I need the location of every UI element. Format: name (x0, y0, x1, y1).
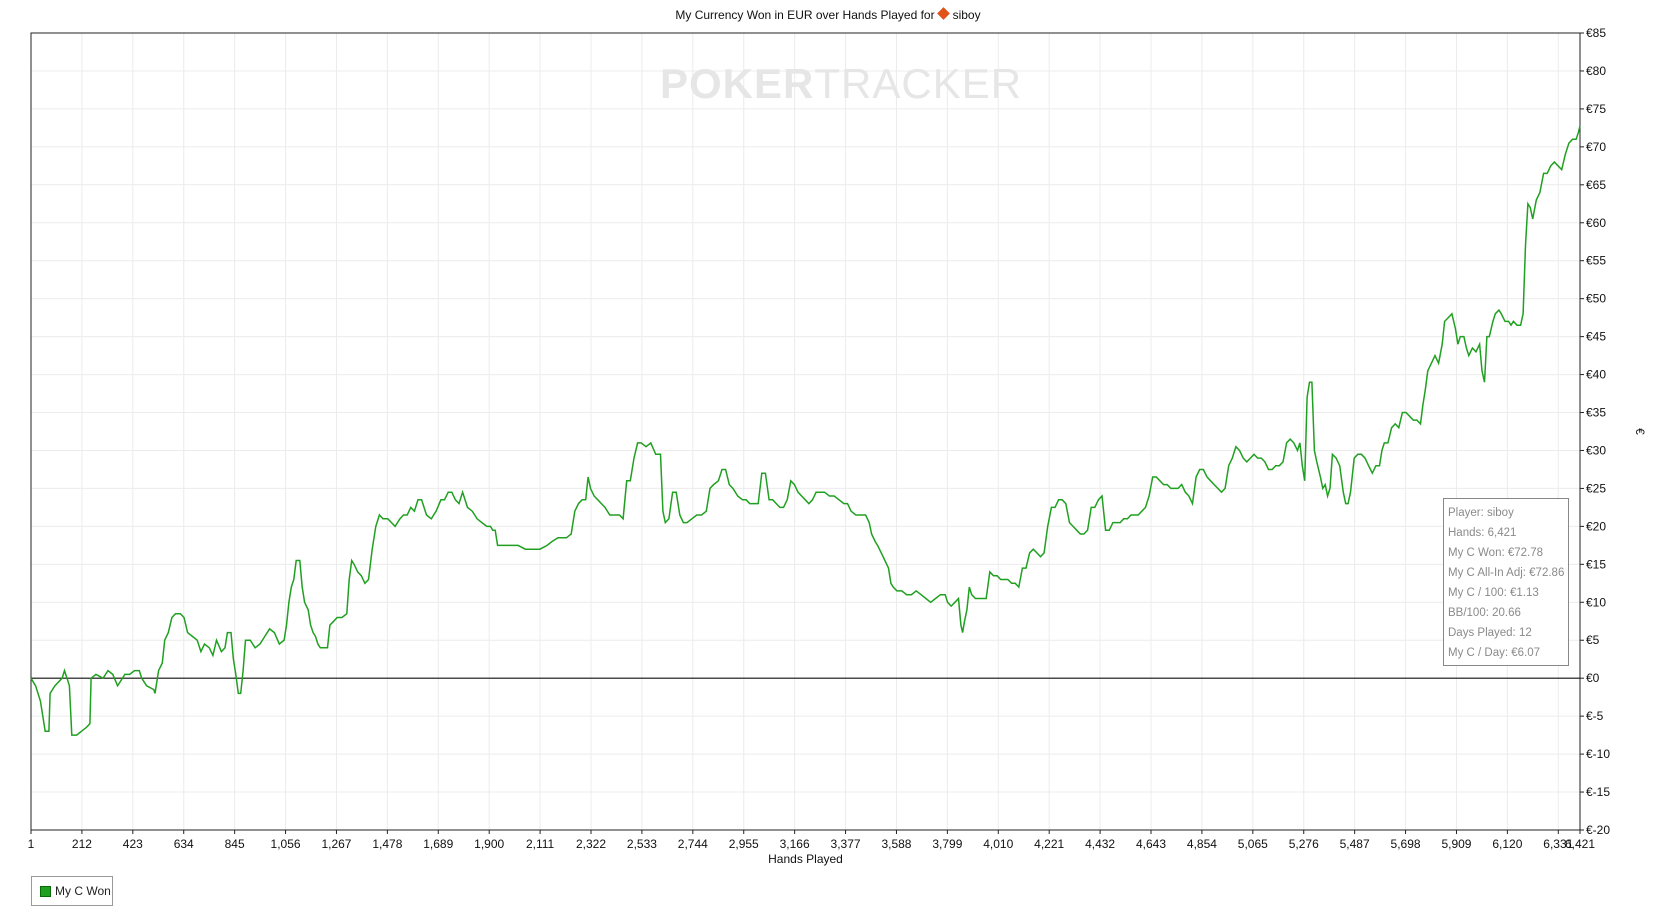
x-tick-label: 2,744 (678, 837, 708, 851)
x-tick-label: 3,166 (780, 837, 810, 851)
y-tick-label: €85 (1586, 26, 1606, 40)
y-tick-label: €-5 (1586, 709, 1604, 723)
x-tick-label: 2,533 (627, 837, 657, 851)
y-tick-label: €-10 (1586, 747, 1610, 761)
y-tick-label: €35 (1586, 406, 1606, 420)
x-tick-label: 4,221 (1034, 837, 1064, 851)
y-tick-label: €5 (1586, 633, 1600, 647)
stats-tooltip: Player: siboy Hands: 6,421 My C Won: €72… (1443, 498, 1569, 666)
x-tick-label: 212 (72, 837, 92, 851)
x-tick-label: 1,900 (474, 837, 504, 851)
x-tick-label: 1,478 (372, 837, 402, 851)
plot-frame (30, 32, 1581, 831)
stats-days-played: Days Played: 12 (1448, 627, 1532, 639)
y-tick-label: €15 (1586, 557, 1606, 571)
x-tick-label: 6,120 (1492, 837, 1522, 851)
y-tick-label: €75 (1586, 102, 1606, 116)
y-tick-label: €0 (1586, 671, 1600, 685)
legend-label-my-c-won: My C Won (55, 884, 111, 898)
stats-hands: Hands: 6,421 (1448, 527, 1517, 539)
x-axis-ticks: 1 212 423 634 845 1,056 1,267 1,478 1,689 1,900 2,… (28, 830, 1595, 851)
y-tick-label: €-20 (1586, 823, 1610, 837)
y-tick-label: €45 (1586, 330, 1606, 344)
stats-per-day: My C / Day: €6.07 (1448, 647, 1541, 659)
x-tick-label: 5,487 (1340, 837, 1370, 851)
y-tick-label: €40 (1586, 368, 1606, 382)
x-tick-label: 1,689 (423, 837, 453, 851)
x-tick-label: 6,421 (1565, 837, 1595, 851)
pokertracker-watermark: POKERTRACKER (660, 60, 1022, 108)
x-tick-label: 5,909 (1441, 837, 1471, 851)
x-tick-label: 2,111 (526, 837, 555, 851)
y-axis-ticks: €-20 €-15 €-10 €-5 €0 €5 €10 €15 €20 €25 €30 €35 €40… (1580, 26, 1610, 837)
y-tick-label: €10 (1586, 595, 1606, 609)
x-tick-label: 5,276 (1289, 837, 1319, 851)
y-tick-label: €55 (1586, 254, 1606, 268)
y-axis-label: € (1633, 428, 1647, 435)
x-tick-label: 3,377 (831, 837, 861, 851)
x-tick-label: 634 (174, 837, 194, 851)
x-tick-label: 4,643 (1136, 837, 1166, 851)
y-tick-label: €80 (1586, 64, 1606, 78)
y-tick-label: €20 (1586, 519, 1606, 533)
x-tick-label: 845 (225, 837, 245, 851)
stats-player: Player: siboy (1448, 507, 1514, 519)
x-tick-label: 1,267 (321, 837, 351, 851)
y-tick-label: €25 (1586, 481, 1606, 495)
chart-title-player: siboy (952, 8, 981, 22)
pokerstars-diamond-icon (936, 7, 950, 20)
stats-allin-adj: My C All-In Adj: €72.86 (1448, 567, 1565, 579)
x-tick-label: 4,010 (983, 837, 1013, 851)
x-axis-label: Hands Played (768, 852, 843, 866)
stats-per-100: My C / 100: €1.13 (1448, 587, 1539, 599)
stats-bb-100: BB/100: 20.66 (1448, 607, 1521, 619)
x-tick-label: 1 (28, 837, 35, 851)
y-tick-label: €65 (1586, 178, 1606, 192)
x-tick-label: 3,799 (932, 837, 962, 851)
grid-layer (30, 32, 1581, 831)
x-tick-label: 3,588 (881, 837, 911, 851)
stats-won: My C Won: €72.78 (1448, 547, 1544, 559)
chart-title: My Currency Won in EUR over Hands Played… (0, 7, 1656, 22)
x-tick-label: 4,432 (1085, 837, 1115, 851)
y-tick-label: €-15 (1586, 785, 1610, 799)
x-tick-label: 4,854 (1187, 837, 1217, 851)
x-tick-label: 5,065 (1238, 837, 1268, 851)
y-tick-label: €50 (1586, 292, 1606, 306)
watermark-bold-text: POKER (660, 60, 815, 107)
x-tick-label: 6,331 (1543, 837, 1573, 851)
x-tick-label: 1,056 (271, 837, 301, 851)
y-tick-label: €60 (1586, 216, 1606, 230)
chart-legend[interactable]: My C Won (31, 876, 113, 906)
watermark-thin-text: TRACKER (814, 60, 1023, 107)
x-tick-label: 5,698 (1391, 837, 1421, 851)
y-tick-label: €70 (1586, 140, 1606, 154)
legend-swatch-my-c-won (40, 885, 51, 897)
series-line-my-c-won (30, 125, 1581, 736)
x-tick-label: 423 (123, 837, 143, 851)
x-tick-label: 2,955 (729, 837, 759, 851)
x-tick-label: 2,322 (576, 837, 606, 851)
y-tick-label: €30 (1586, 443, 1606, 457)
chart-title-text: My Currency Won in EUR over Hands Played… (675, 8, 935, 22)
